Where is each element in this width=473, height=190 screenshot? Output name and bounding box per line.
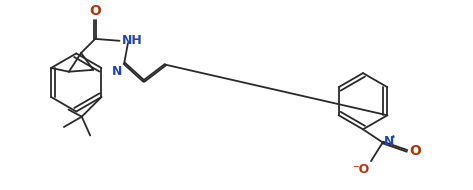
Text: ⁻O: ⁻O	[352, 163, 369, 176]
Text: O: O	[409, 144, 421, 158]
Text: N: N	[384, 135, 394, 148]
Text: O: O	[89, 4, 101, 18]
Text: NH: NH	[122, 34, 142, 47]
Text: •: •	[391, 133, 396, 142]
Text: N: N	[112, 65, 123, 78]
